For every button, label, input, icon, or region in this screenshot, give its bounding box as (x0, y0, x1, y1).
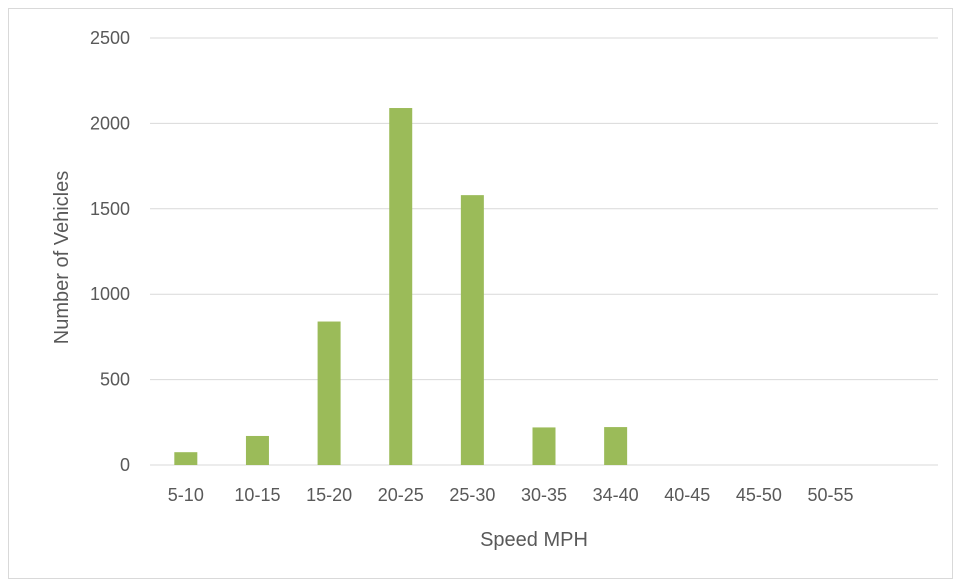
gridlines (150, 37, 938, 466)
bars (174, 108, 628, 466)
bar (245, 435, 269, 465)
x-axis-title: Speed MPH (480, 529, 588, 551)
y-tick-label: 1500 (90, 199, 130, 219)
x-axis-ticks: 5-10 10-15 15-20 20-25 25-30 30-35 34-40 40-45 4… (168, 485, 854, 505)
bar (604, 427, 628, 465)
x-tick-label: 40-45 (664, 485, 710, 505)
y-tick-label: 2000 (90, 113, 130, 133)
x-tick-label: 45-50 (736, 485, 782, 505)
x-tick-label: 34-40 (593, 485, 639, 505)
y-tick-label: 500 (100, 370, 130, 390)
x-tick-label: 30-35 (521, 485, 567, 505)
bar (389, 108, 413, 465)
x-tick-label: 50-55 (808, 485, 854, 505)
bar (174, 452, 198, 465)
x-tick-label: 10-15 (234, 485, 280, 505)
y-axis-ticks: 0 500 1000 1500 2000 2500 (90, 28, 130, 475)
y-tick-label: 2500 (90, 28, 130, 48)
x-tick-label: 20-25 (378, 485, 424, 505)
x-tick-label: 25-30 (449, 485, 495, 505)
x-tick-label: 15-20 (306, 485, 352, 505)
y-tick-label: 0 (120, 455, 130, 475)
x-tick-label: 5-10 (168, 485, 204, 505)
bar (460, 195, 484, 466)
y-axis-title: Number of Vehicles (51, 171, 73, 344)
y-tick-label: 1000 (90, 284, 130, 304)
bar (317, 321, 341, 465)
bar (532, 427, 556, 465)
